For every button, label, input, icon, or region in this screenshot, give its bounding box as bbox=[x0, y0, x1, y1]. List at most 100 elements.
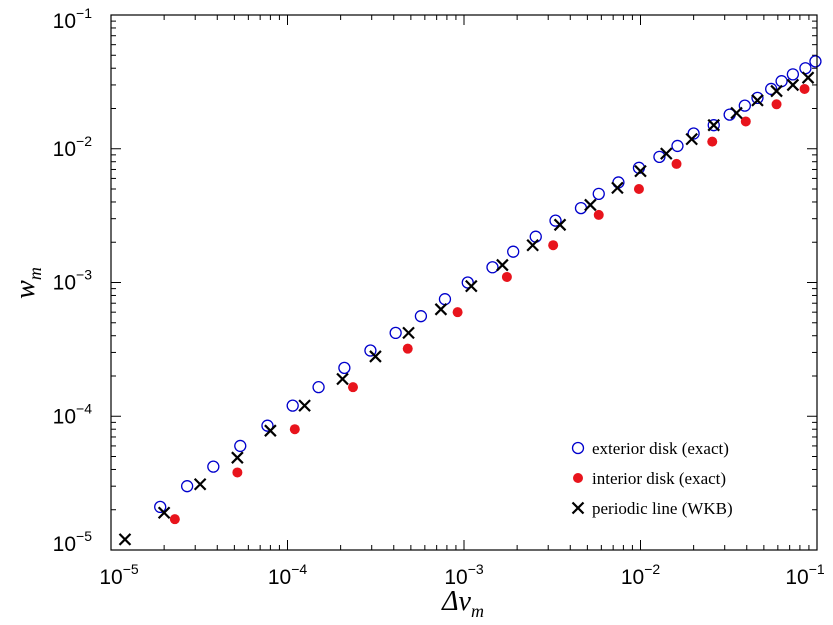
point-interior-disk bbox=[169, 514, 180, 525]
point-periodic-line bbox=[786, 78, 800, 92]
point-exterior-disk bbox=[312, 381, 325, 394]
y-tick-label-base: 10 bbox=[53, 138, 76, 161]
point-periodic-line bbox=[553, 218, 567, 232]
point-periodic-line bbox=[526, 238, 539, 252]
point-exterior-disk bbox=[529, 230, 542, 243]
point-periodic-line bbox=[369, 350, 382, 363]
y-tick-label-exp: −5 bbox=[76, 528, 92, 544]
x-tick-label: 10−3 bbox=[444, 561, 484, 589]
y-tick-label-base: 10 bbox=[53, 10, 76, 33]
point-interior-disk bbox=[347, 382, 358, 393]
point-exterior-disk bbox=[207, 460, 220, 473]
y-tick-label: 10−2 bbox=[53, 133, 93, 161]
x-tick-label-base: 10 bbox=[444, 566, 467, 589]
point-exterior-disk bbox=[438, 293, 452, 306]
x-tick-label-exp: −4 bbox=[291, 561, 307, 577]
legend-entry-interior: interior disk (exact) bbox=[573, 469, 726, 488]
legend-entry-exterior: exterior disk (exact) bbox=[571, 439, 729, 458]
x-tick-label-base: 10 bbox=[621, 566, 644, 589]
x-axis-label-sub: m bbox=[471, 601, 484, 621]
point-periodic-line bbox=[465, 279, 478, 293]
y-tick-label-base: 10 bbox=[53, 405, 76, 428]
y-tick-label-exp: −2 bbox=[76, 133, 92, 149]
data-points bbox=[118, 55, 822, 546]
point-exterior-disk bbox=[765, 82, 778, 96]
point-exterior-disk bbox=[809, 55, 822, 68]
legend-marker-open-circle bbox=[571, 441, 585, 455]
point-exterior-disk bbox=[687, 127, 700, 140]
point-periodic-line bbox=[770, 84, 783, 98]
point-interior-disk bbox=[501, 271, 512, 282]
point-exterior-disk bbox=[234, 439, 247, 453]
point-exterior-disk bbox=[507, 245, 520, 258]
legend-marker-x bbox=[571, 501, 585, 515]
x-tick-label-exp: −3 bbox=[468, 561, 484, 577]
point-exterior-disk bbox=[751, 91, 764, 105]
x-tick-label-base: 10 bbox=[99, 566, 122, 589]
y-tick-label-base: 10 bbox=[53, 533, 76, 556]
x-tick-label: 10−5 bbox=[99, 561, 139, 589]
legend: exterior disk (exact) interior disk (exa… bbox=[571, 439, 733, 518]
legend-marker-filled-circle bbox=[573, 473, 583, 483]
point-periodic-line bbox=[496, 258, 509, 272]
point-exterior-disk bbox=[653, 150, 666, 163]
point-periodic-line bbox=[751, 94, 764, 107]
point-exterior-disk bbox=[738, 99, 751, 112]
y-axis-label: wm bbox=[10, 267, 45, 299]
point-interior-disk bbox=[633, 184, 644, 195]
point-periodic-line bbox=[801, 71, 815, 84]
x-tick-label-base: 10 bbox=[268, 566, 291, 589]
point-exterior-disk bbox=[486, 261, 499, 274]
point-exterior-disk bbox=[799, 62, 812, 75]
y-tick-label-base: 10 bbox=[53, 272, 76, 295]
point-periodic-line bbox=[118, 533, 132, 546]
y-tick-label: 10−4 bbox=[53, 400, 93, 428]
point-exterior-disk bbox=[154, 500, 167, 514]
point-interior-disk bbox=[740, 116, 751, 127]
point-interior-disk bbox=[593, 209, 604, 220]
point-exterior-disk bbox=[261, 419, 274, 432]
point-exterior-disk bbox=[671, 139, 684, 153]
plot-frame bbox=[110, 14, 818, 551]
point-periodic-line bbox=[336, 372, 349, 386]
point-exterior-disk bbox=[286, 399, 299, 412]
point-periodic-line bbox=[157, 506, 171, 519]
point-periodic-line bbox=[685, 132, 698, 146]
tick-labels: 10−5 10−4 10−3 10−2 10−110−510−410−310−210−1 bbox=[53, 5, 825, 589]
point-interior-disk bbox=[671, 158, 682, 169]
point-interior-disk bbox=[771, 99, 782, 110]
x-tick-label-exp: −2 bbox=[644, 561, 660, 577]
y-tick-label: 10−5 bbox=[53, 528, 93, 556]
point-periodic-line bbox=[634, 164, 647, 178]
point-periodic-line bbox=[707, 118, 721, 132]
y-axis-label-base: w bbox=[10, 280, 41, 299]
point-exterior-disk bbox=[414, 310, 428, 323]
point-periodic-line bbox=[434, 303, 448, 316]
point-periodic-line bbox=[660, 147, 673, 160]
point-exterior-disk bbox=[338, 361, 351, 375]
point-periodic-line bbox=[402, 326, 415, 340]
point-exterior-disk bbox=[786, 68, 800, 81]
point-interior-disk bbox=[799, 83, 810, 94]
point-exterior-disk bbox=[775, 75, 788, 88]
legend-entry-periodic: periodic line (WKB) bbox=[571, 499, 733, 518]
x-tick-label: 10−2 bbox=[621, 561, 661, 589]
point-periodic-line bbox=[231, 451, 244, 464]
point-periodic-line bbox=[584, 198, 597, 212]
point-interior-disk bbox=[707, 136, 718, 147]
point-exterior-disk bbox=[707, 119, 720, 132]
x-tick-label-exp: −5 bbox=[123, 561, 139, 577]
point-interior-disk bbox=[548, 240, 559, 251]
point-periodic-line bbox=[298, 399, 311, 412]
point-exterior-disk bbox=[574, 201, 588, 215]
y-tick-label: 10−3 bbox=[53, 267, 93, 295]
point-exterior-disk bbox=[592, 187, 605, 201]
x-axis-label-base: Δν bbox=[441, 586, 471, 617]
y-tick-label-exp: −4 bbox=[76, 400, 92, 416]
legend-label-exterior: exterior disk (exact) bbox=[592, 439, 729, 458]
x-tick-label-exp: −1 bbox=[809, 561, 825, 577]
y-tick-label: 10−1 bbox=[53, 5, 93, 33]
point-periodic-line bbox=[193, 478, 207, 491]
point-exterior-disk bbox=[549, 214, 562, 227]
